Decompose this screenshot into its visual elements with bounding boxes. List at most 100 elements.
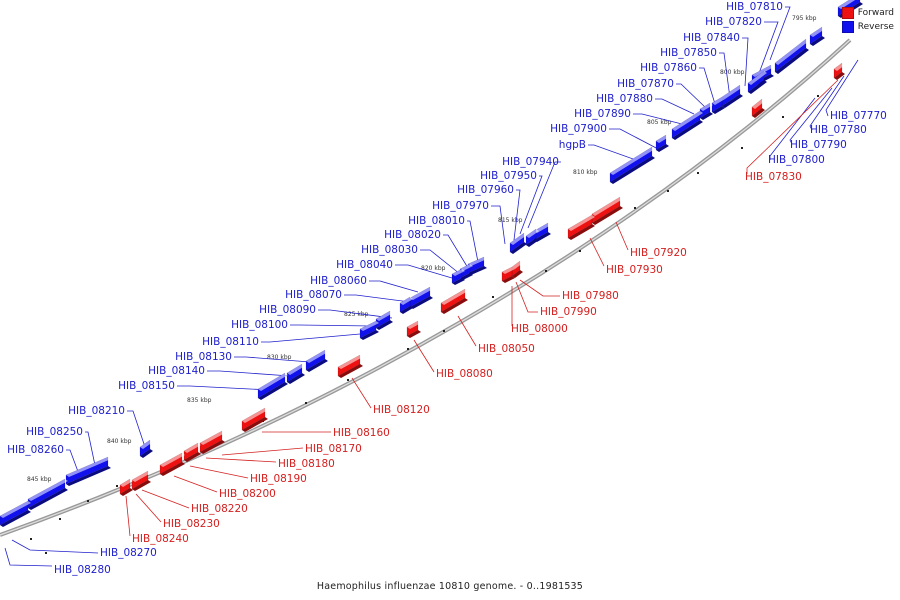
gene-label[interactable]: HIB_08210 <box>68 405 125 417</box>
gene-label[interactable]: HIB_08270 <box>100 547 157 559</box>
tick-mark <box>545 270 547 272</box>
gene-label[interactable]: HIB_08040 <box>336 259 393 271</box>
gene-label[interactable]: HIB_08170 <box>305 443 362 455</box>
reverse-gene-block[interactable] <box>399 296 413 314</box>
reverse-gene-block[interactable] <box>0 500 31 527</box>
gene-label[interactable]: HIB_07830 <box>745 171 802 183</box>
tick-label: 805 kbp <box>647 119 672 126</box>
forward-gene-block[interactable] <box>199 430 225 454</box>
gene-label[interactable]: HIB_07880 <box>596 93 653 105</box>
gene-label[interactable]: HIB_08180 <box>278 458 335 470</box>
reverse-gene-block[interactable] <box>671 110 703 140</box>
reverse-gene-block[interactable] <box>774 38 809 74</box>
gene-label[interactable]: HIB_08120 <box>373 404 430 416</box>
reverse-gene-block[interactable] <box>286 363 305 384</box>
gene-label[interactable]: HIB_07980 <box>562 290 619 302</box>
reverse-gene-block[interactable] <box>609 146 655 184</box>
gene-label[interactable]: HIB_07850 <box>660 47 717 59</box>
reverse-gene-block[interactable] <box>27 478 68 510</box>
tick-mark <box>697 172 699 174</box>
forward-gene-block[interactable] <box>241 407 268 432</box>
reverse-gene-block[interactable] <box>809 26 825 46</box>
genome-caption: Haemophilus influenzae 10810 genome. - 0… <box>316 581 584 592</box>
forward-gene-block[interactable] <box>567 214 595 240</box>
gene-label[interactable]: HIB_07790 <box>790 139 847 151</box>
gene-label[interactable]: HIB_07810 <box>726 1 783 13</box>
gene-label[interactable]: HIB_08190 <box>250 473 307 485</box>
reverse-gene-block[interactable] <box>509 232 527 254</box>
gene-label[interactable]: HIB_07860 <box>640 62 697 74</box>
gene-label[interactable]: HIB_07800 <box>768 154 825 166</box>
reverse-gene-block[interactable] <box>525 228 539 247</box>
gene-label[interactable]: HIB_08020 <box>384 229 441 241</box>
gene-label[interactable]: HIB_07820 <box>705 16 762 28</box>
reverse-gene-block[interactable] <box>359 320 379 340</box>
gene-label[interactable]: HIB_08200 <box>219 488 276 500</box>
leader-line <box>633 113 683 125</box>
gene-label[interactable]: HIB_07870 <box>617 78 674 90</box>
forward-gene-block[interactable] <box>159 452 185 476</box>
gene-label[interactable]: HIB_08140 <box>148 365 205 377</box>
gene-label[interactable]: HIB_08130 <box>175 351 232 363</box>
forward-gene-block[interactable] <box>751 98 765 118</box>
reverse-gene-block[interactable] <box>257 372 288 400</box>
gene-label[interactable]: HIB_07770 <box>830 110 887 122</box>
gene-label[interactable]: HIB_08090 <box>259 304 316 316</box>
forward-gene-block[interactable] <box>119 478 133 496</box>
reverse-gene-block[interactable] <box>409 286 433 309</box>
forward-gene-block[interactable] <box>406 320 421 338</box>
forward-gene-block[interactable] <box>501 266 515 283</box>
gene-label[interactable]: HIB_07990 <box>540 306 597 318</box>
reverse-gene-block[interactable] <box>655 134 669 152</box>
gene-label[interactable]: HIB_08060 <box>310 275 367 287</box>
gene-label[interactable]: HIB_07900 <box>550 123 607 135</box>
tick-label: 810 kbp <box>573 169 598 176</box>
gene-label[interactable]: HIB_07950 <box>480 170 537 182</box>
leader-line <box>318 309 393 319</box>
gene-label[interactable]: HIB_07940 <box>502 156 559 168</box>
forward-gene-block[interactable] <box>183 442 201 462</box>
gene-label[interactable]: HIB_08220 <box>191 503 248 515</box>
leader-line <box>207 370 291 377</box>
gene-label[interactable]: HIB_08000 <box>511 323 568 335</box>
gene-label[interactable]: hgpB <box>559 139 586 151</box>
leader-line <box>789 87 833 145</box>
gene-label[interactable]: HIB_08050 <box>478 343 535 355</box>
reverse-gene-block[interactable] <box>65 456 111 486</box>
legend-reverse-label: Reverse <box>857 22 894 32</box>
reverse-gene-block[interactable] <box>305 349 328 372</box>
gene-label[interactable]: HIB_08240 <box>132 533 189 545</box>
gene-label[interactable]: HIB_07840 <box>683 32 740 44</box>
gene-label[interactable]: HIB_08100 <box>231 319 288 331</box>
gene-label[interactable]: HIB_08030 <box>361 244 418 256</box>
forward-gene-block[interactable] <box>440 288 468 314</box>
reverse-gene-block[interactable] <box>467 256 487 275</box>
reverse-gene-block[interactable] <box>375 310 393 330</box>
reverse-gene-block[interactable] <box>711 96 725 114</box>
forward-gene-block[interactable] <box>337 354 363 378</box>
gene-label[interactable]: HIB_07960 <box>457 184 514 196</box>
forward-gene-block[interactable] <box>131 470 151 491</box>
leader-line <box>719 52 731 99</box>
gene-label[interactable]: HIB_08230 <box>163 518 220 530</box>
gene-label[interactable]: HIB_07930 <box>606 264 663 276</box>
gene-label[interactable]: HIB_07890 <box>574 108 631 120</box>
gene-label[interactable]: HIB_08070 <box>285 289 342 301</box>
gene-label[interactable]: HIB_08160 <box>333 427 390 439</box>
gene-label[interactable]: HIB_08110 <box>202 336 259 348</box>
gene-label[interactable]: HIB_08080 <box>436 368 493 380</box>
forward-gene-block[interactable] <box>833 62 845 80</box>
reverse-gene-block[interactable] <box>721 84 743 108</box>
gene-label[interactable]: HIB_07780 <box>810 124 867 136</box>
gene-label[interactable]: HIB_07920 <box>630 247 687 259</box>
reverse-gene-block[interactable] <box>699 102 713 120</box>
gene-label[interactable]: HIB_08150 <box>118 380 175 392</box>
reverse-gene-block[interactable] <box>139 439 153 458</box>
reverse-gene-block[interactable] <box>451 268 465 285</box>
gene-label[interactable]: HIB_08010 <box>408 215 465 227</box>
gene-label[interactable]: HIB_08250 <box>26 426 83 438</box>
gene-label[interactable]: HIB_08280 <box>54 564 111 576</box>
gene-label[interactable]: HIB_08260 <box>7 444 64 456</box>
reverse-gene-block[interactable] <box>747 70 767 94</box>
gene-label[interactable]: HIB_07970 <box>432 200 489 212</box>
